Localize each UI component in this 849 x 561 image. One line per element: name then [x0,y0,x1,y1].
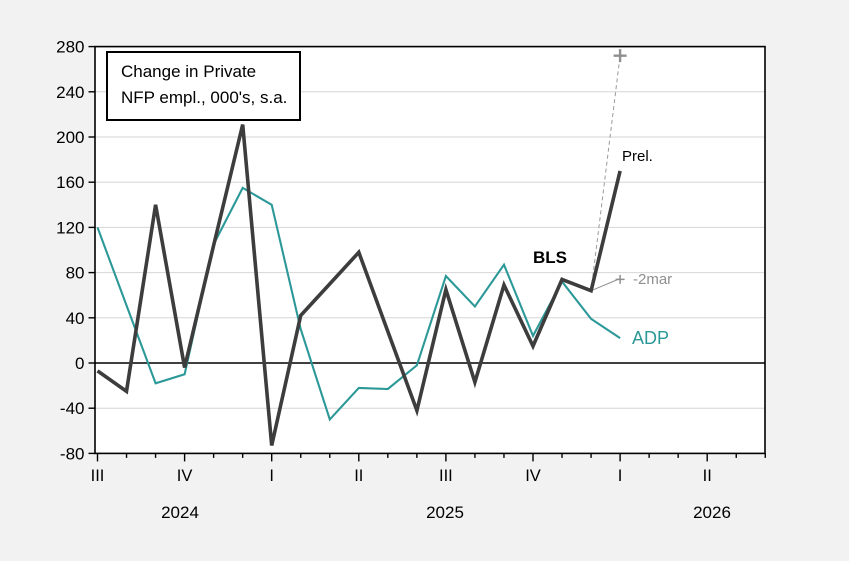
bls-series-label: BLS [533,248,567,267]
y-tick-label: 240 [56,83,84,102]
chart-title-line2: NFP empl., 000's, s.a. [121,88,288,107]
y-tick-label: -80 [60,444,85,463]
adp-series-line [96,186,621,422]
march-vintage-annotation-label: -2mar [633,271,673,288]
x-year-label: 2024 [161,503,199,522]
x-year-label: 2026 [693,503,731,522]
small-plus-marker [615,274,625,284]
x-year-label: 2025 [426,503,464,522]
y-tick-label: 200 [56,128,84,147]
preliminary-dashed-line [590,55,621,291]
y-tick-label: 0 [75,354,84,373]
y-tick-label: 40 [66,309,85,328]
big-plus-marker [613,49,627,63]
x-quarter-label: IV [177,467,193,485]
x-quarter-label: II [354,467,363,485]
x-quarter-label: III [439,467,453,485]
y-tick-label: 160 [56,173,84,192]
bls-series-line [96,124,622,446]
preliminary-annotation-label: Prel. [622,148,653,165]
y-tick-label: 280 [56,38,84,57]
y-tick-label: 120 [56,218,84,237]
x-quarter-label: II [703,467,712,485]
plot-frame [94,45,766,455]
chart-title-box: Change in Private NFP empl., 000's, s.a. [106,51,302,121]
adp-series-label: ADP [632,328,670,348]
x-quarter-label: IV [525,467,541,485]
x-quarter-label: I [269,467,274,485]
x-quarter-label: III [91,467,105,485]
y-tick-label: 80 [66,264,85,283]
y-tick-label: -40 [60,399,85,418]
x-quarter-label: I [618,467,623,485]
chart-title-line1: Change in Private [121,62,257,81]
alt-estimate-connector-line [590,278,619,292]
